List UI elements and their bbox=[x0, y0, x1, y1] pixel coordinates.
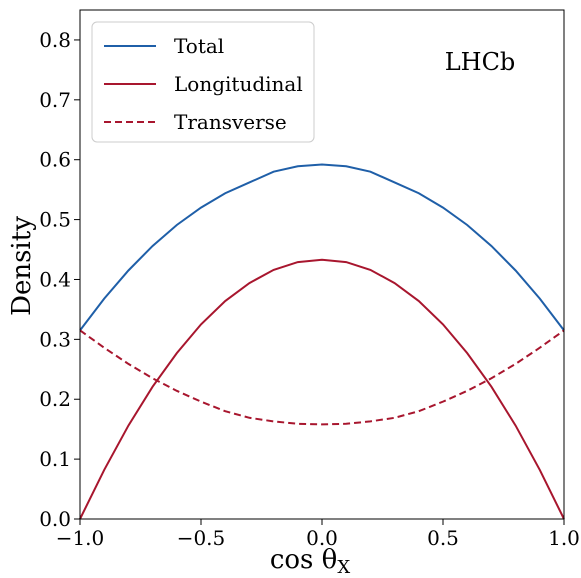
legend-frame bbox=[91, 21, 315, 143]
legend-label-total: Total bbox=[174, 34, 224, 58]
y-tick-label: 0.0 bbox=[39, 507, 71, 531]
x-tick-label: 0.0 bbox=[306, 526, 338, 550]
x-axis-title: cos θX bbox=[270, 545, 350, 578]
series-line-transverse bbox=[79, 329, 565, 426]
y-tick-label: 0.7 bbox=[39, 88, 71, 112]
annotation-lhcb: LHCb bbox=[445, 48, 516, 76]
x-axis-title-main: cos θ bbox=[270, 545, 337, 575]
legend: Total Longitudinal Transverse bbox=[91, 21, 315, 143]
series-layer bbox=[79, 163, 565, 520]
series-line-total bbox=[79, 163, 565, 331]
y-tick-label: 0.8 bbox=[39, 28, 71, 52]
x-tick-label: −1.0 bbox=[56, 526, 105, 550]
y-tick-label: 0.4 bbox=[39, 267, 71, 291]
series-line-longitudinal bbox=[79, 258, 565, 520]
x-tick-label: 0.5 bbox=[427, 526, 459, 550]
y-tick-label: 0.5 bbox=[39, 208, 71, 232]
x-tick-label: 1.0 bbox=[548, 526, 580, 550]
legend-label-transverse: Transverse bbox=[174, 110, 287, 134]
y-tick-label: 0.1 bbox=[39, 447, 71, 471]
x-tick-label: −0.5 bbox=[177, 526, 226, 550]
y-tick-label: 0.3 bbox=[39, 327, 71, 351]
legend-label-longitudinal: Longitudinal bbox=[174, 72, 303, 96]
y-tick-label: 0.2 bbox=[39, 387, 71, 411]
y-axis-title: Density bbox=[7, 216, 37, 316]
axes-layer: −1.0 −0.5 0.0 0.5 1.0 0.0 0.1 0.2 0.3 0.4 0.5 0.6 0.… bbox=[39, 9, 580, 550]
x-axis-title-sub: X bbox=[337, 557, 350, 578]
y-tick-label: 0.6 bbox=[39, 148, 71, 172]
